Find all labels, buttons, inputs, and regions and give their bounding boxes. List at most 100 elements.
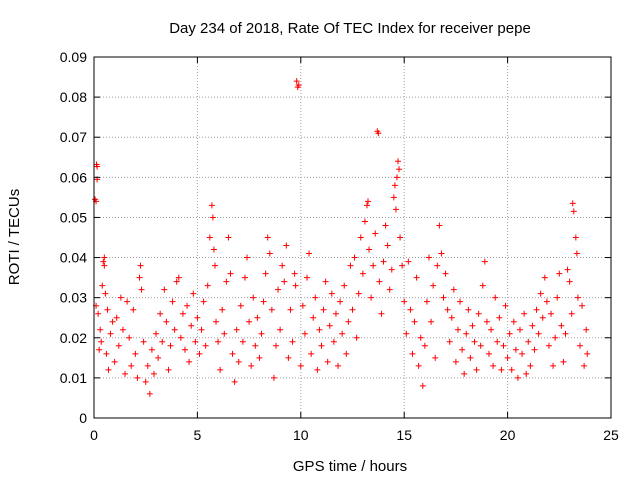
- data-point: [525, 338, 532, 345]
- data-point: [175, 274, 182, 281]
- data-point: [403, 330, 410, 337]
- data-point: [210, 246, 217, 253]
- data-point: [132, 350, 139, 357]
- data-point: [153, 330, 160, 337]
- data-point: [318, 342, 325, 349]
- data-point: [316, 326, 323, 333]
- data-point: [134, 374, 141, 381]
- data-point: [477, 342, 484, 349]
- data-point: [413, 274, 420, 281]
- data-point: [117, 294, 124, 301]
- data-point: [564, 266, 571, 273]
- data-point: [128, 362, 135, 369]
- data-point: [272, 342, 279, 349]
- data-point: [301, 330, 308, 337]
- data-point: [248, 362, 255, 369]
- data-point: [277, 326, 284, 333]
- data-point: [268, 306, 275, 313]
- data-point: [124, 298, 131, 305]
- data-point: [223, 278, 230, 285]
- data-point: [442, 270, 449, 277]
- data-point: [345, 318, 352, 325]
- data-point: [376, 278, 383, 285]
- data-point: [136, 274, 143, 281]
- data-point: [322, 278, 329, 285]
- data-point: [411, 318, 418, 325]
- data-point: [287, 306, 294, 313]
- data-point: [566, 278, 573, 285]
- data-point: [396, 166, 403, 173]
- y-tick-label: 0.01: [60, 370, 87, 386]
- data-point: [504, 354, 511, 361]
- data-point: [450, 286, 457, 293]
- data-point: [438, 250, 445, 257]
- plot-frame: [93, 56, 612, 419]
- data-point: [378, 310, 385, 317]
- data-point: [368, 294, 375, 301]
- data-point: [308, 350, 315, 357]
- data-point: [548, 310, 555, 317]
- data-point: [126, 334, 133, 341]
- data-point: [196, 350, 203, 357]
- data-point: [554, 294, 561, 301]
- data-point: [306, 250, 313, 257]
- data-point: [258, 330, 265, 337]
- data-point: [165, 366, 172, 373]
- data-point: [107, 330, 114, 337]
- data-point: [264, 234, 271, 241]
- data-point: [200, 298, 207, 305]
- data-point: [144, 362, 151, 369]
- data-point: [173, 278, 180, 285]
- data-point: [405, 258, 412, 265]
- data-point: [188, 322, 195, 329]
- data-point: [97, 326, 104, 333]
- data-point: [382, 222, 389, 229]
- data-point: [115, 342, 122, 349]
- data-point: [543, 298, 550, 305]
- y-tick-label: 0.04: [60, 250, 87, 266]
- y-tick-label: 0.06: [60, 169, 87, 185]
- data-point: [492, 294, 499, 301]
- data-point: [299, 302, 306, 309]
- data-point: [291, 270, 298, 277]
- data-point: [573, 250, 580, 257]
- y-tick-label: 0.07: [60, 129, 87, 145]
- data-point: [202, 342, 209, 349]
- chart-title: Day 234 of 2018, Rate Of TEC Index for r…: [169, 20, 531, 37]
- data-point: [361, 218, 368, 225]
- data-point: [130, 306, 137, 313]
- data-point: [102, 290, 109, 297]
- data-point: [262, 270, 269, 277]
- data-point: [250, 294, 257, 301]
- data-point: [454, 326, 461, 333]
- data-point: [328, 290, 335, 297]
- data-point: [430, 282, 437, 289]
- x-tick-label: 15: [396, 427, 412, 443]
- data-point: [111, 358, 118, 365]
- data-point: [552, 334, 559, 341]
- data-point: [335, 362, 342, 369]
- data-point: [500, 342, 507, 349]
- data-point: [434, 262, 441, 269]
- data-point: [186, 358, 193, 365]
- y-tick-label: 0.09: [60, 49, 87, 65]
- data-point: [519, 350, 526, 357]
- data-point: [211, 262, 218, 269]
- data-point: [475, 310, 482, 317]
- data-point: [353, 334, 360, 341]
- data-point: [161, 286, 168, 293]
- data-point: [467, 354, 474, 361]
- data-point: [479, 282, 486, 289]
- data-point: [184, 302, 191, 309]
- data-point: [244, 254, 251, 261]
- data-point: [295, 82, 302, 89]
- data-point: [448, 314, 455, 321]
- data-point: [289, 338, 296, 345]
- data-point: [351, 254, 358, 261]
- data-point: [392, 206, 399, 213]
- data-point: [391, 182, 398, 189]
- data-point: [388, 266, 395, 273]
- data-point: [332, 310, 339, 317]
- data-point: [279, 262, 286, 269]
- data-point: [209, 214, 216, 221]
